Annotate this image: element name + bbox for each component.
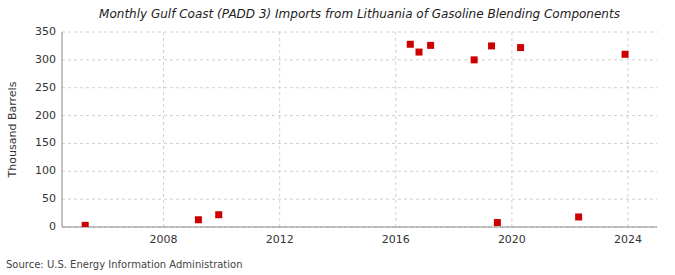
point (215, 211, 222, 218)
x-tick-label: 2012 (266, 233, 294, 246)
point (494, 219, 501, 226)
y-grid-line (62, 87, 657, 88)
y-tick-label: 0 (49, 220, 56, 233)
x-grid-line (511, 32, 512, 227)
point (622, 51, 629, 58)
grid (62, 32, 657, 227)
x-tick-label: 2020 (498, 233, 526, 246)
point (416, 49, 423, 56)
point (575, 213, 582, 220)
x-tick-label: 2008 (150, 233, 178, 246)
point (471, 56, 478, 63)
point (82, 222, 89, 227)
x-grid-line (279, 32, 280, 227)
y-tick-label: 250 (35, 81, 56, 94)
chart-svg: 0 50 100 150 200 250 300 350 2008 2012 2016 2020 202… (0, 0, 675, 275)
x-axis-line (62, 227, 657, 228)
chart-container: 0 50 100 150 200 250 300 350 2008 2012 2016 2020 202… (0, 0, 675, 275)
point (407, 41, 414, 48)
y-grid-line (62, 143, 657, 144)
x-tick-label: 2016 (382, 233, 410, 246)
x-grid-line (395, 32, 396, 227)
y-tick-label: 350 (35, 25, 56, 38)
x-tick-label: 2024 (614, 233, 642, 246)
y-grid-line (62, 171, 657, 172)
y-tick-label: 200 (35, 109, 56, 122)
point (195, 216, 202, 223)
y-grid-line (62, 32, 657, 33)
point (517, 44, 524, 51)
y-axis-label: Thousand Barrels (6, 81, 19, 178)
title: Monthly Gulf Coast (PADD 3) Imports from… (99, 7, 620, 21)
y-grid-line (62, 59, 657, 60)
points (82, 41, 629, 227)
point (488, 42, 495, 49)
y-tick-label: 50 (42, 192, 56, 205)
y-tick-label: 100 (35, 164, 56, 177)
x-grid-line (163, 32, 164, 227)
y-grid-line (62, 227, 657, 228)
y-tick-label: 150 (35, 136, 56, 149)
background (0, 0, 675, 275)
y-tick-label: 300 (35, 53, 56, 66)
y-grid-line (62, 115, 657, 116)
y-axis-line (62, 32, 63, 227)
point (427, 42, 434, 49)
source-note: Source: U.S. Energy Information Administ… (6, 259, 243, 270)
x-grid-line (627, 32, 628, 227)
y-grid-line (62, 199, 657, 200)
